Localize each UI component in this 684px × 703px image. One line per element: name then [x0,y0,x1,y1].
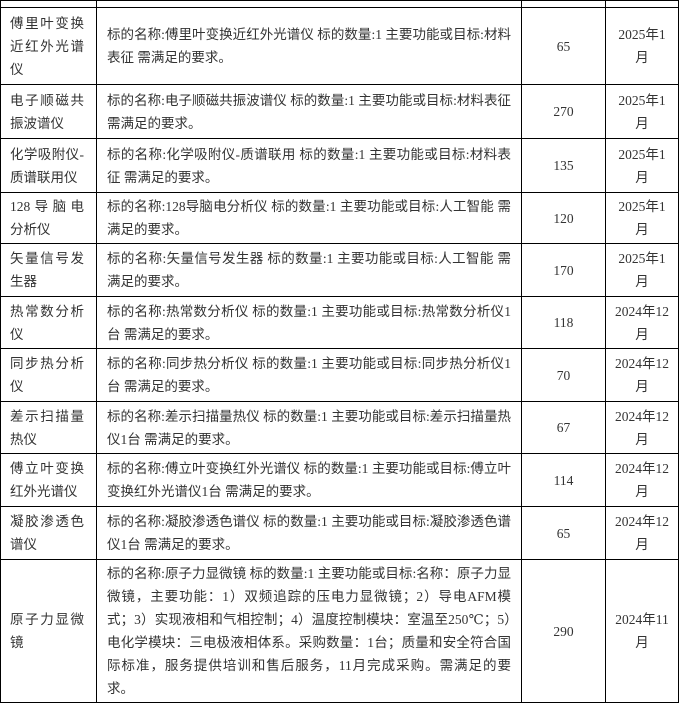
budget-cell: 65 [521,7,606,85]
description-cell: 标的名称:傅立叶变换红外光谱仪 标的数量:1 主要功能或目标:傅立叶变换红外光谱… [96,453,522,507]
budget-cell: 170 [521,243,606,297]
description-cell: 标的名称:凝胶渗透色谱仪 标的数量:1 主要功能或目标:凝胶渗透色谱仪1台 需满… [96,506,522,560]
date-cell: 2025年1月 [605,84,679,139]
table-row: 同步热分析仪 标的名称:同步热分析仪 标的数量:1 主要功能或目标:同步热分析仪… [0,348,679,402]
table-row: 电子顺磁共振波谱仪 标的名称:电子顺磁共振波谱仪 标的数量:1 主要功能或目标:… [0,84,679,139]
instrument-name-cell [0,0,97,8]
date-cell: 2024年12月 [605,296,679,349]
instrument-name-cell: 热常数分析仪 [0,296,97,349]
instrument-name-cell: 化学吸附仪-质谱联用仪 [0,138,97,193]
description-cell: 标的名称:原子力显微镜 标的数量:1 主要功能或目标:名称：原子力显微镜，主要功… [96,559,522,703]
date-cell: 2024年12月 [605,506,679,560]
budget-cell: 290 [521,559,606,703]
instrument-name-cell: 同步热分析仪 [0,348,97,402]
description-cell: 标的名称:128导脑电分析仪 标的数量:1 主要功能或目标:人工智能 需满足的要… [96,192,522,244]
budget-cell [521,0,606,8]
description-cell: 标的名称:电子顺磁共振波谱仪 标的数量:1 主要功能或目标:材料表征 需满足的要… [96,84,522,139]
description-cell: 标的名称:傅里叶变换近红外光谱仪 标的数量:1 主要功能或目标:材料表征 需满足… [96,7,522,85]
table-row: 矢量信号发生器 标的名称:矢量信号发生器 标的数量:1 主要功能或目标:人工智能… [0,243,679,297]
instrument-name-cell: 傅里叶变换近红外光谱仪 [0,7,97,85]
date-cell: 2025年1月 [605,138,679,193]
instrument-name-cell: 128导脑电分析仪 [0,192,97,244]
budget-cell: 118 [521,296,606,349]
table-row: 差示扫描量热仪 标的名称:差示扫描量热仪 标的数量:1 主要功能或目标:差示扫描… [0,401,679,454]
budget-cell: 70 [521,348,606,402]
budget-cell: 65 [521,506,606,560]
budget-cell: 67 [521,401,606,454]
partial-row-top [0,0,679,8]
budget-cell: 120 [521,192,606,244]
instrument-name-cell: 凝胶渗透色谱仪 [0,506,97,560]
date-cell: 2025年1月 [605,7,679,85]
date-cell: 2024年12月 [605,453,679,507]
table-row: 凝胶渗透色谱仪 标的名称:凝胶渗透色谱仪 标的数量:1 主要功能或目标:凝胶渗透… [0,506,679,560]
date-cell: 2025年1月 [605,243,679,297]
description-cell: 标的名称:同步热分析仪 标的数量:1 主要功能或目标:同步热分析仪1台 需满足的… [96,348,522,402]
date-cell: 2024年11月 [605,559,679,703]
instrument-name-cell: 差示扫描量热仪 [0,401,97,454]
description-cell [96,0,522,8]
instrument-name-cell: 傅立叶变换红外光谱仪 [0,453,97,507]
budget-cell: 114 [521,453,606,507]
table-row: 128导脑电分析仪 标的名称:128导脑电分析仪 标的数量:1 主要功能或目标:… [0,192,679,244]
table-row: 原子力显微镜 标的名称:原子力显微镜 标的数量:1 主要功能或目标:名称：原子力… [0,559,679,703]
table-row: 化学吸附仪-质谱联用仪 标的名称:化学吸附仪-质谱联用 标的数量:1 主要功能或… [0,138,679,193]
date-cell: 2024年12月 [605,348,679,402]
table-row: 热常数分析仪 标的名称:热常数分析仪 标的数量:1 主要功能或目标:热常数分析仪… [0,296,679,349]
budget-cell: 135 [521,138,606,193]
instrument-name-cell: 原子力显微镜 [0,559,97,703]
budget-cell: 270 [521,84,606,139]
table-row: 傅里叶变换近红外光谱仪 标的名称:傅里叶变换近红外光谱仪 标的数量:1 主要功能… [0,7,679,85]
date-cell: 2024年12月 [605,401,679,454]
instrument-name-cell: 矢量信号发生器 [0,243,97,297]
table-row: 傅立叶变换红外光谱仪 标的名称:傅立叶变换红外光谱仪 标的数量:1 主要功能或目… [0,453,679,507]
date-cell: 2025年1月 [605,192,679,244]
instrument-name-cell: 电子顺磁共振波谱仪 [0,84,97,139]
description-cell: 标的名称:化学吸附仪-质谱联用 标的数量:1 主要功能或目标:材料表征 需满足的… [96,138,522,193]
description-cell: 标的名称:差示扫描量热仪 标的数量:1 主要功能或目标:差示扫描量热仪1台 需满… [96,401,522,454]
description-cell: 标的名称:热常数分析仪 标的数量:1 主要功能或目标:热常数分析仪1台 需满足的… [96,296,522,349]
description-cell: 标的名称:矢量信号发生器 标的数量:1 主要功能或目标:人工智能 需满足的要求。 [96,243,522,297]
date-cell [605,0,679,8]
